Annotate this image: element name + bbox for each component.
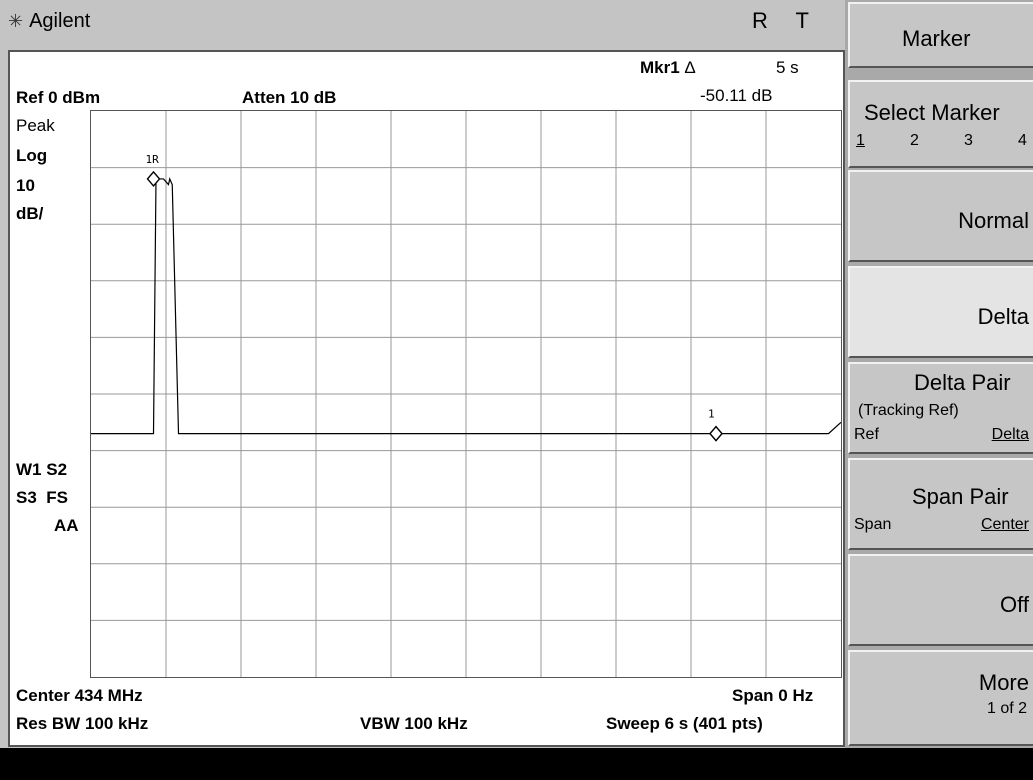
span-pair-label: Span Pair [912, 484, 1009, 509]
delta-pair-button[interactable]: Delta Pair (Tracking Ref) Ref Delta [848, 362, 1033, 454]
softkey-panel: Marker Select Marker 1 2 3 4 Normal Delt… [845, 0, 1033, 748]
select-marker-button[interactable]: Select Marker 1 2 3 4 [848, 80, 1033, 168]
menu-title-label: Marker [902, 26, 971, 51]
center-frequency: Center 434 MHz [16, 686, 143, 705]
select-marker-option-3: 3 [964, 132, 973, 149]
more-button[interactable]: More 1 of 2 [848, 650, 1033, 746]
more-label: More [978, 670, 1029, 695]
span-pair-span: Span [854, 516, 892, 533]
span: Span 0 Hz [732, 686, 814, 705]
span-pair-button[interactable]: Span Pair Span Center [848, 458, 1033, 550]
marker-readout-label: Mkr1 Δ [640, 58, 696, 77]
marker-readout-value: -50.11 dB [700, 86, 773, 105]
delta-pair-sub: (Tracking Ref) [858, 402, 959, 419]
ref-level: Ref 0 dBm [16, 88, 101, 107]
off-button[interactable]: Off [848, 554, 1033, 646]
select-marker-option-1: 1 [856, 132, 865, 149]
res-bw: Res BW 100 kHz [16, 714, 149, 733]
analyzer-display: Mkr1 Δ 5 s -50.11 dB Ref 0 dBm Atten 10 … [8, 50, 845, 747]
off-label: Off [1000, 592, 1029, 617]
delta-pair-label: Delta Pair [914, 370, 1011, 395]
delta-pair-delta: Delta [991, 426, 1029, 443]
marker-diamond-2 [709, 425, 723, 442]
sweep-time: Sweep 6 s (401 pts) [606, 714, 763, 733]
trace-status-aa: AA [54, 516, 79, 535]
marker-label-2: 1 [708, 408, 715, 421]
span-pair-center: Center [980, 516, 1029, 533]
select-marker-label: Select Marker [864, 100, 1000, 125]
message-bar [0, 748, 1033, 780]
marker-label-1: 1R [146, 153, 160, 166]
detector-label: Peak [16, 116, 55, 135]
title-bar: ✳ Agilent RT [0, 0, 845, 42]
softkey-menu-title: Marker [848, 2, 1033, 68]
status-r: R [752, 8, 796, 33]
scale-unit: dB/ [16, 204, 44, 223]
trace-status-line1: W1 S2 [16, 460, 68, 479]
marker-diamond-1 [146, 170, 161, 187]
attenuation: Atten 10 dB [242, 88, 337, 107]
select-marker-option-4: 4 [1018, 132, 1027, 149]
select-marker-option-2: 2 [910, 132, 919, 149]
brand-label: Agilent [29, 10, 91, 32]
delta-button[interactable]: Delta [848, 266, 1033, 358]
trace-status-line2: S3 FS [16, 488, 68, 507]
brand: ✳ Agilent [8, 10, 90, 33]
vbw: VBW 100 kHz [360, 714, 468, 733]
normal-button[interactable]: Normal [848, 170, 1033, 262]
delta-label: Delta [977, 304, 1029, 329]
scale-value: 10 [16, 176, 35, 195]
normal-label: Normal [958, 208, 1029, 233]
scale-type: Log [16, 146, 48, 165]
trace-plot: 1R 1 [91, 111, 841, 677]
graticule: 1R 1 [90, 110, 842, 678]
more-sub: 1 of 2 [986, 700, 1027, 717]
status-t: T [795, 8, 837, 33]
agilent-spark-icon: ✳ [8, 11, 24, 31]
status-indicators: RT [752, 8, 837, 34]
delta-pair-ref: Ref [854, 426, 879, 443]
marker-readout-time: 5 s [776, 58, 799, 77]
